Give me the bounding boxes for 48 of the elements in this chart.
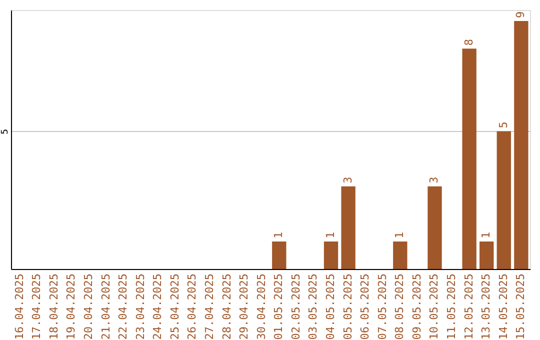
data-label: 3: [428, 176, 441, 184]
bar: [496, 131, 511, 269]
bar: [341, 186, 356, 269]
x-tick-label: 02.05.2025: [289, 274, 302, 340]
x-tick-label: 12.05.2025: [462, 274, 476, 340]
x-tick-label: 05.05.2025: [341, 274, 354, 340]
data-label: 1: [272, 232, 286, 238]
data-label: 9: [514, 11, 528, 18]
data-label: 1: [480, 232, 493, 238]
x-tick-label: 16.04.2025: [12, 274, 26, 340]
x-tick-label: 01.05.2025: [272, 274, 286, 340]
x-tick-label: 08.05.2025: [393, 274, 406, 340]
x-tick-label: 03.05.2025: [306, 274, 320, 340]
x-tick-label: 28.04.2025: [220, 274, 234, 340]
x-tick-label: 30.04.2025: [254, 274, 268, 340]
x-tick-label: 23.04.2025: [134, 274, 147, 340]
x-tick-label: 15.05.2025: [514, 274, 528, 340]
bar: [324, 241, 338, 269]
x-tick-label: 18.04.2025: [47, 274, 60, 340]
bar: [462, 48, 476, 269]
data-label: 1: [324, 232, 338, 238]
data-label: 8: [462, 38, 476, 46]
x-tick-label: 22.04.2025: [116, 274, 130, 340]
x-tick-label: 14.05.2025: [496, 274, 510, 340]
bar: [514, 21, 528, 269]
x-tick-label: 29.04.2025: [238, 274, 251, 340]
x-tick-label: 24.04.2025: [151, 274, 164, 340]
bar: [428, 186, 442, 269]
x-tick-label: 20.04.2025: [82, 274, 95, 340]
data-label: 5: [496, 122, 510, 128]
x-tick-label: 11.05.2025: [445, 274, 458, 340]
x-tick-label: 06.05.2025: [358, 274, 372, 340]
x-tick-label: 25.04.2025: [168, 274, 182, 340]
bar: [272, 241, 286, 269]
x-tick-label: 09.05.2025: [410, 274, 424, 340]
x-tick-label: 26.04.2025: [186, 274, 199, 340]
x-tick-label: 07.05.2025: [376, 274, 389, 340]
x-tick-label: 13.05.2025: [480, 274, 493, 340]
x-tick-label: 21.04.2025: [99, 274, 112, 340]
x-tick-label: 27.04.2025: [202, 274, 216, 340]
bar: [393, 241, 408, 269]
data-label: 3: [341, 176, 354, 184]
data-label: 1: [393, 232, 406, 238]
x-tick-label: 10.05.2025: [428, 274, 441, 340]
x-tick-label: 17.04.2025: [30, 274, 44, 340]
bar: [480, 241, 494, 269]
x-tick-label: 04.05.2025: [324, 274, 338, 340]
x-tick-label: 19.04.2025: [64, 274, 78, 340]
